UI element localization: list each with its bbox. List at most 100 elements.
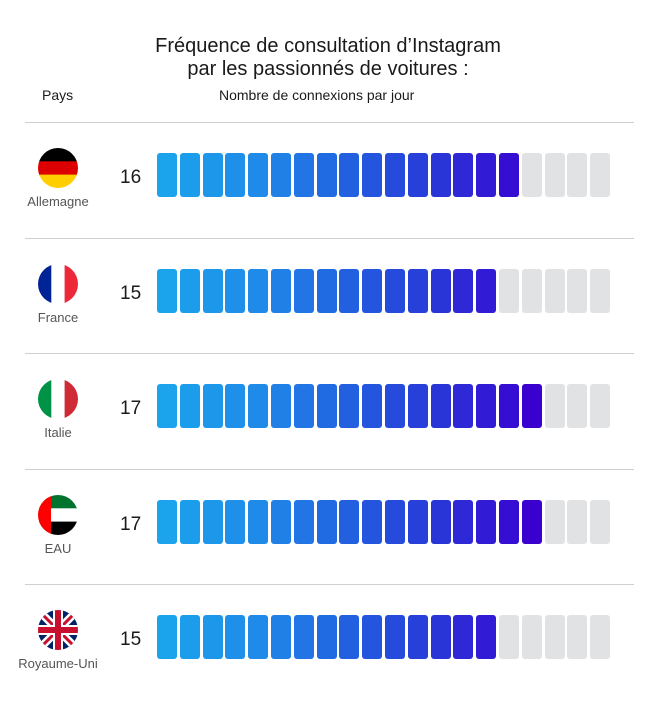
chart-title-line-1: Fréquence de consultation d’Instagram: [155, 35, 501, 57]
bar-cell-filled: [316, 615, 337, 659]
value-label: 15: [120, 629, 142, 650]
country-label: EAU: [44, 540, 72, 556]
bar-cell-filled: [157, 268, 177, 313]
row-divider: [25, 237, 634, 239]
bar-cell-filled: [385, 499, 405, 544]
bar-cell-filled: [339, 615, 360, 659]
bar-cell-filled: [476, 499, 497, 544]
country-label: France: [37, 309, 79, 325]
bar-cell-filled: [293, 499, 314, 544]
bar-cell-empty: [544, 615, 565, 659]
value-label: 16: [120, 167, 142, 188]
bar-cell-filled: [293, 384, 314, 428]
bar-cell-empty: [544, 268, 565, 313]
bar-cell-filled: [407, 268, 428, 313]
bar-cell-filled: [385, 268, 405, 313]
bar-cell-filled: [225, 384, 246, 428]
chart-title-line-2: par les passionnés de voitures :: [187, 58, 469, 80]
bar-cell-filled: [179, 499, 200, 544]
bar-cell-filled: [202, 499, 223, 544]
bar-cell-empty: [521, 615, 542, 659]
bar-cell-filled: [476, 384, 497, 428]
bar-cell-filled: [430, 499, 451, 544]
bar-cell-filled: [430, 615, 451, 659]
bar-cell-filled: [339, 384, 360, 428]
bar-cell-filled: [225, 268, 246, 313]
bar-cell-filled: [362, 268, 383, 313]
bar-cell-filled: [521, 384, 542, 428]
value-label: 17: [120, 398, 142, 419]
bar-cell-empty: [544, 499, 565, 544]
bar-cell-filled: [225, 153, 246, 197]
bar-cell-filled: [202, 384, 223, 428]
bar-cell-filled: [476, 268, 497, 313]
bar-cell-empty: [499, 615, 519, 659]
germany-flag-icon: [38, 148, 78, 188]
italy-flag-icon: [38, 379, 78, 419]
bar-cell-filled: [271, 384, 291, 428]
bar-cell-filled: [316, 268, 337, 313]
bar-cell-filled: [293, 615, 314, 659]
row-divider: [25, 353, 634, 354]
bar-cell-filled: [225, 615, 246, 659]
x-axis-label: Nombre de connexions par jour: [219, 87, 415, 103]
bar-cell-empty: [499, 268, 519, 313]
bar-cell-filled: [476, 615, 497, 659]
bar-cell-filled: [248, 615, 269, 659]
bar-cell-filled: [248, 499, 269, 544]
bar-cell-filled: [407, 153, 428, 197]
bar-cell-empty: [590, 268, 611, 313]
bar-cell-filled: [271, 615, 291, 659]
bar-cell-filled: [476, 153, 497, 197]
bar-cell-filled: [407, 499, 428, 544]
bar-cell-filled: [453, 268, 474, 313]
bar-cell-filled: [499, 153, 519, 197]
bar-cell-filled: [179, 153, 200, 197]
row-divider: [25, 468, 634, 470]
bar-cell-filled: [407, 615, 428, 659]
uae-flag-icon: [38, 494, 78, 535]
bar-cell-filled: [385, 153, 405, 197]
bar-cell-filled: [385, 615, 405, 659]
bar-cell-filled: [339, 268, 360, 313]
bar-cell-empty: [567, 384, 588, 428]
bar-cell-filled: [157, 153, 177, 197]
bar-cell-empty: [590, 615, 611, 659]
bar-cell-filled: [179, 384, 200, 428]
bar-cell-filled: [430, 153, 451, 197]
row-divider: [25, 122, 634, 123]
bar-cell-filled: [385, 384, 405, 428]
row-divider: [25, 584, 634, 585]
bar-cell-filled: [362, 153, 383, 197]
country-label: Royaume-Uni: [18, 656, 98, 671]
bar-cell-empty: [567, 499, 588, 544]
bar-cell-empty: [544, 384, 565, 428]
bar-cell-filled: [430, 384, 451, 428]
bar-cell-filled: [362, 384, 383, 428]
bar-cell-filled: [453, 153, 474, 197]
bar-cell-filled: [362, 615, 383, 659]
bar-cell-filled: [202, 615, 223, 659]
country-label: Allemagne: [27, 194, 89, 209]
bar-cell-empty: [567, 153, 588, 197]
bar-cell-filled: [271, 153, 291, 197]
bar-cell-filled: [293, 153, 314, 197]
value-label: 15: [120, 282, 142, 304]
bar-cell-filled: [179, 615, 200, 659]
value-label: 17: [120, 513, 142, 535]
bar-cell-filled: [499, 384, 519, 428]
bar-cell-empty: [590, 153, 611, 197]
bar-cell-filled: [271, 499, 291, 544]
bar-cell-filled: [293, 268, 314, 313]
bar-cell-filled: [248, 153, 269, 197]
uk-flag-icon: [38, 610, 78, 650]
bar-cell-filled: [202, 153, 223, 197]
bar-cell-empty: [567, 615, 588, 659]
bar-cell-filled: [453, 615, 474, 659]
bar-cell-filled: [339, 499, 360, 544]
bar-cell-empty: [544, 153, 565, 197]
bar-cell-empty: [567, 268, 588, 313]
bar-cell-filled: [157, 615, 177, 659]
bar-cell-filled: [339, 153, 360, 197]
